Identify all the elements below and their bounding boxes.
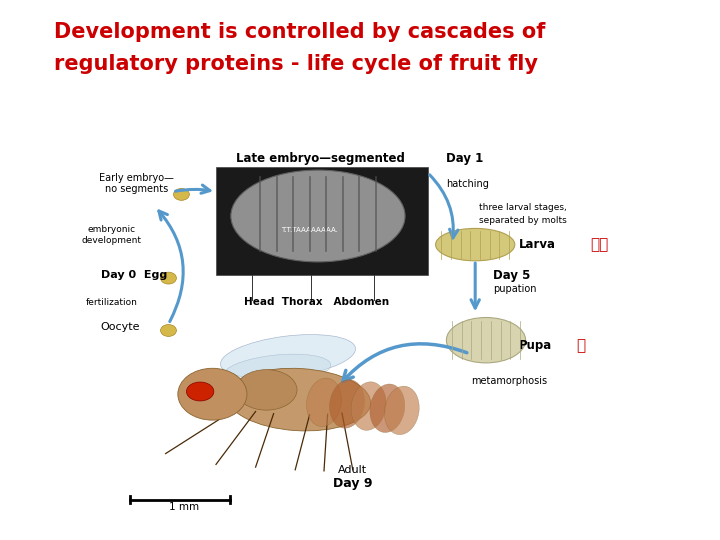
Ellipse shape [446,318,526,363]
FancyBboxPatch shape [216,167,428,275]
Text: T.T.TAAAAAAAA.: T.T.TAAAAAAAA. [282,226,338,233]
Text: Late embryo—segmented: Late embryo—segmented [236,152,405,165]
Text: separated by molts: separated by molts [479,216,567,225]
Ellipse shape [236,369,297,410]
Ellipse shape [224,354,330,386]
Text: fertilization: fertilization [86,298,138,307]
Text: Day 9: Day 9 [333,477,372,490]
Text: Day 1: Day 1 [446,152,484,165]
Circle shape [161,272,176,284]
Ellipse shape [330,380,364,428]
Ellipse shape [186,382,214,401]
Ellipse shape [227,368,371,431]
Text: Oocyte: Oocyte [101,322,140,332]
Text: 螃: 螃 [576,338,585,353]
Ellipse shape [370,384,405,433]
Text: three larval stages,: three larval stages, [479,204,567,212]
Text: Adult: Adult [338,465,367,475]
Text: Development is controlled by cascades of: Development is controlled by cascades of [54,22,545,42]
Text: regulatory proteins - life cycle of fruit fly: regulatory proteins - life cycle of frui… [54,54,538,74]
Text: 幼蟲: 幼蟲 [590,237,608,252]
Circle shape [174,188,189,200]
Text: Larva: Larva [518,238,555,251]
Ellipse shape [436,228,515,261]
Text: Early embryo—
no segments: Early embryo— no segments [99,173,174,194]
Ellipse shape [384,386,419,435]
Circle shape [178,368,247,420]
Text: metamorphosis: metamorphosis [472,376,548,386]
Circle shape [161,325,176,336]
Text: Day 0  Egg: Day 0 Egg [101,271,167,280]
Text: pupation: pupation [493,284,536,294]
Text: hatching: hatching [446,179,490,188]
Ellipse shape [351,382,386,430]
Ellipse shape [231,170,405,262]
Ellipse shape [220,335,356,378]
Text: Day 5: Day 5 [493,269,531,282]
Ellipse shape [307,378,341,427]
Text: embryonic
development: embryonic development [81,225,142,245]
Text: Pupa: Pupa [518,339,552,352]
Text: 1 mm: 1 mm [168,502,199,511]
Text: Head  Thorax   Abdomen: Head Thorax Abdomen [244,298,390,307]
